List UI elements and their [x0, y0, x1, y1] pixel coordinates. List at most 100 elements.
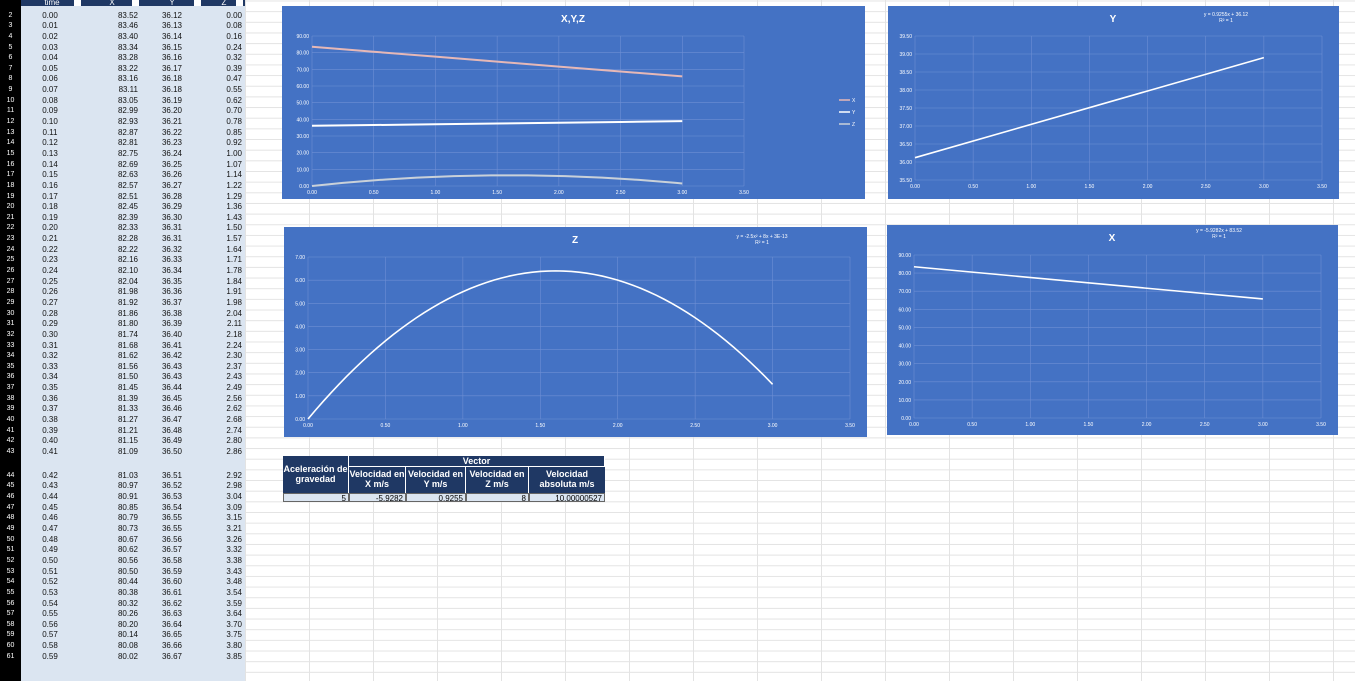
row-number[interactable]: 21	[6, 213, 15, 221]
row-number[interactable]: 2	[8, 11, 13, 19]
row-number[interactable]: 23	[6, 235, 15, 243]
table-cell[interactable]: 0.46	[42, 513, 58, 523]
table-cell[interactable]: 3.48	[226, 577, 242, 587]
table-cell[interactable]: 2.62	[226, 404, 242, 414]
table-cell[interactable]: 36.40	[161, 329, 183, 339]
table-cell[interactable]: 0.26	[42, 287, 58, 297]
row-number[interactable]: 60	[6, 642, 15, 650]
row-number[interactable]: 22	[6, 224, 15, 232]
table-cell[interactable]: 36.43	[161, 372, 183, 382]
table-cell[interactable]: 0.57	[42, 630, 58, 640]
table-cell[interactable]: 0.02	[42, 31, 58, 41]
row-number[interactable]: 14	[6, 139, 15, 147]
table-cell[interactable]: 80.67	[117, 534, 138, 544]
table-cell[interactable]: 0.37	[42, 404, 58, 414]
table-cell[interactable]: 82.69	[117, 159, 138, 169]
row-number[interactable]: 12	[6, 118, 15, 126]
table-cell[interactable]: 82.81	[117, 138, 138, 148]
table-cell[interactable]: 0.10	[42, 117, 58, 127]
header-vz[interactable]: Velocidad en Z m/s	[466, 467, 529, 493]
table-cell[interactable]: 36.22	[161, 127, 183, 137]
table-cell[interactable]: 36.17	[161, 63, 183, 73]
table-cell[interactable]: 83.22	[117, 63, 138, 73]
table-cell[interactable]: 0.06	[42, 74, 58, 84]
table-cell[interactable]: 0.00	[42, 10, 58, 20]
table-cell[interactable]: 1.07	[226, 159, 242, 169]
table-cell[interactable]: 81.68	[117, 340, 138, 350]
table-cell[interactable]: 80.62	[117, 545, 138, 555]
header-vx[interactable]: Velocidad en X m/s	[349, 467, 406, 493]
row-number[interactable]: 49	[6, 525, 15, 533]
header-vy[interactable]: Velocidad en Y m/s	[406, 467, 466, 493]
table-cell[interactable]: 3.04	[226, 492, 242, 502]
table-cell[interactable]: 36.55	[161, 524, 183, 534]
row-number[interactable]: 48	[6, 514, 15, 522]
table-cell[interactable]: 36.12	[161, 10, 183, 20]
table-cell[interactable]: 1.98	[226, 297, 242, 307]
table-cell[interactable]: 1.36	[226, 202, 242, 212]
table-cell[interactable]: 0.58	[42, 641, 58, 651]
value-vy[interactable]: 0.9255	[406, 493, 466, 503]
table-cell[interactable]: 80.85	[117, 502, 138, 512]
row-number[interactable]: 3	[8, 22, 13, 30]
table-cell[interactable]: 2.04	[226, 308, 242, 318]
table-cell[interactable]: 36.24	[161, 148, 183, 158]
table-cell[interactable]: 0.78	[226, 117, 242, 127]
table-cell[interactable]: 81.33	[117, 404, 138, 414]
row-number[interactable]: 55	[6, 588, 15, 596]
table-cell[interactable]: 0.28	[42, 308, 58, 318]
table-cell[interactable]: 36.28	[161, 191, 183, 201]
table-cell[interactable]: 0.40	[42, 436, 58, 446]
table-cell[interactable]: 2.18	[226, 329, 242, 339]
table-cell[interactable]: 0.51	[42, 566, 58, 576]
table-cell[interactable]: 2.86	[226, 446, 242, 456]
table-cell[interactable]: 0.30	[42, 329, 58, 339]
table-cell[interactable]: 36.54	[161, 502, 183, 512]
table-cell[interactable]: 0.05	[42, 63, 58, 73]
table-cell[interactable]: 0.23	[42, 255, 58, 265]
table-cell[interactable]: 0.17	[42, 191, 58, 201]
table-cell[interactable]: 0.54	[42, 598, 58, 608]
table-cell[interactable]: 81.15	[117, 436, 138, 446]
row-number[interactable]: 57	[6, 610, 15, 618]
column-header-time[interactable]: time	[21, 0, 83, 6]
table-cell[interactable]: 80.97	[117, 481, 138, 491]
table-cell[interactable]: 36.64	[161, 619, 183, 629]
table-cell[interactable]: 36.32	[161, 244, 183, 254]
table-cell[interactable]: 2.56	[226, 393, 242, 403]
table-cell[interactable]: 36.20	[161, 106, 183, 116]
table-cell[interactable]: 82.33	[117, 223, 138, 233]
table-cell[interactable]: 0.49	[42, 545, 58, 555]
table-cell[interactable]: 0.33	[42, 361, 58, 371]
table-cell[interactable]: 2.68	[226, 414, 242, 424]
table-cell[interactable]: 1.57	[226, 234, 242, 244]
table-cell[interactable]: 81.09	[117, 446, 138, 456]
row-number[interactable]: 51	[6, 546, 15, 554]
value-gravity[interactable]: 5	[283, 493, 349, 503]
table-cell[interactable]: 0.42	[42, 470, 58, 480]
row-number[interactable]: 39	[6, 405, 15, 413]
table-cell[interactable]: 36.18	[161, 74, 183, 84]
row-number[interactable]: 31	[6, 320, 15, 328]
value-vabs[interactable]: 10.00000527	[529, 493, 605, 503]
table-cell[interactable]: 36.15	[161, 42, 183, 52]
table-cell[interactable]: 1.29	[226, 191, 242, 201]
table-cell[interactable]: 80.08	[117, 641, 138, 651]
row-number[interactable]: 56	[6, 599, 15, 607]
table-cell[interactable]: 80.73	[117, 524, 138, 534]
table-cell[interactable]: 36.36	[161, 287, 183, 297]
table-cell[interactable]: 83.46	[117, 21, 138, 31]
table-cell[interactable]: 0.47	[42, 524, 58, 534]
table-cell[interactable]: 82.87	[117, 127, 138, 137]
value-vx[interactable]: -5.9282	[349, 493, 406, 503]
table-cell[interactable]: 36.34	[161, 266, 183, 276]
table-cell[interactable]: 0.32	[226, 53, 242, 63]
table-cell[interactable]: 81.27	[117, 414, 138, 424]
table-cell[interactable]: 83.40	[117, 31, 138, 41]
table-cell[interactable]: 0.34	[42, 372, 58, 382]
row-number[interactable]: 16	[6, 160, 15, 168]
table-cell[interactable]: 36.52	[161, 481, 183, 491]
table-cell[interactable]: 36.16	[161, 53, 183, 63]
table-cell[interactable]: 36.29	[161, 202, 183, 212]
table-cell[interactable]: 36.26	[161, 170, 183, 180]
